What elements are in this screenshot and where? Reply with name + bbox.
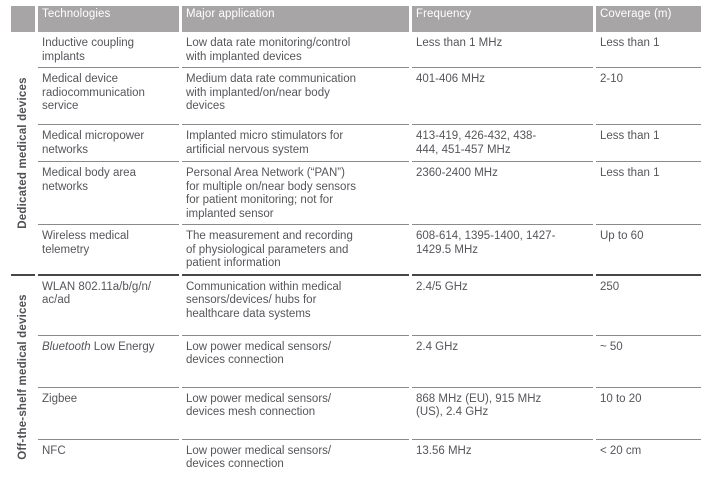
row-zigbee: Zigbee Low power medical sensors/ device… bbox=[11, 388, 701, 440]
tech-cell: Inductive coupling implants bbox=[38, 32, 179, 68]
tech-name: Low Energy bbox=[90, 340, 155, 353]
coverage-cell: Up to 60 bbox=[596, 225, 701, 276]
application-cell: Implanted micro stimulators for artifici… bbox=[182, 125, 409, 162]
frequency-cell: 413-419, 426-432, 438- 444, 451-457 MHz bbox=[412, 125, 593, 162]
tech-cell: Medical body area networks bbox=[38, 162, 179, 225]
frequency-cell: Less than 1 MHz bbox=[412, 32, 593, 68]
vertical-label-off-the-shelf: Off-the-shelf medical devices bbox=[17, 294, 29, 460]
column-header-coverage: Coverage (m) bbox=[596, 6, 701, 32]
tech-cell: WLAN 802.11a/b/g/n/ ac/ad bbox=[38, 276, 179, 336]
application-cell: The measurement and recording of physiol… bbox=[182, 225, 409, 276]
coverage-cell: Less than 1 bbox=[596, 162, 701, 225]
section-label-off-the-shelf: Off-the-shelf medical devices bbox=[11, 276, 35, 478]
row-wlan: Off-the-shelf medical devices WLAN 802.1… bbox=[11, 276, 701, 460]
tech-cell: Medical device radiocommunication servic… bbox=[38, 68, 179, 125]
column-header-frequency: Frequency bbox=[412, 6, 593, 32]
row-medical-body-area-networks: Medical body area networks Personal Area… bbox=[11, 162, 701, 225]
row-medical-device-radiocommunication: Medical device radiocommunication servic… bbox=[11, 68, 701, 125]
technologies-table: Technologies Major application Frequency… bbox=[8, 6, 704, 478]
application-cell: Low power medical sensors/ devices mesh … bbox=[182, 388, 409, 440]
tech-name-italic: Bluetooth bbox=[42, 340, 91, 353]
row-wireless-medical-telemetry: Wireless medical telemetry The measureme… bbox=[11, 225, 701, 276]
frequency-cell: 868 MHz (EU), 915 MHz (US), 2.4 GHz bbox=[412, 388, 593, 440]
coverage-cell: 10 to 20 bbox=[596, 388, 701, 440]
application-cell: Communication within medical sensors/dev… bbox=[182, 276, 409, 336]
column-header-major-application: Major application bbox=[182, 6, 409, 32]
frequency-cell: 2.4/5 GHz bbox=[412, 276, 593, 336]
frequency-cell: 13.56 MHz bbox=[412, 440, 593, 478]
application-cell: Medium data rate communication with impl… bbox=[182, 68, 409, 125]
row-bluetooth-low-energy: Bluetooth Low Energy Low power medical s… bbox=[11, 336, 701, 388]
tech-cell: Wireless medical telemetry bbox=[38, 225, 179, 276]
coverage-cell: < 20 cm bbox=[596, 440, 701, 478]
frequency-cell: 2360-2400 MHz bbox=[412, 162, 593, 225]
application-cell: Personal Area Network (“PAN”) for multip… bbox=[182, 162, 409, 225]
frequency-cell: 608-614, 1395-1400, 1427- 1429.5 MHz bbox=[412, 225, 593, 276]
tech-cell: Zigbee bbox=[38, 388, 179, 440]
tech-cell: Bluetooth Low Energy bbox=[38, 336, 179, 388]
application-cell: Low power medical sensors/ devices conne… bbox=[182, 440, 409, 478]
frequency-cell: 2.4 GHz bbox=[412, 336, 593, 388]
coverage-cell: ~ 50 bbox=[596, 336, 701, 388]
vertical-label-dedicated: Dedicated medical devices bbox=[17, 77, 29, 229]
coverage-cell: Less than 1 bbox=[596, 125, 701, 162]
application-cell: Low data rate monitoring/control with im… bbox=[182, 32, 409, 68]
row-inductive-coupling-implants: Dedicated medical devices Inductive coup… bbox=[11, 32, 701, 276]
tech-cell: Medical micropower networks bbox=[38, 125, 179, 162]
coverage-cell: 2-10 bbox=[596, 68, 701, 125]
frequency-cell: 401-406 MHz bbox=[412, 68, 593, 125]
section-label-column-header bbox=[11, 6, 35, 32]
header-row: Technologies Major application Frequency… bbox=[11, 6, 701, 32]
row-nfc: NFC Low power medical sensors/ devices c… bbox=[11, 440, 701, 478]
section-label-dedicated: Dedicated medical devices bbox=[11, 32, 35, 276]
row-medical-micropower-networks: Medical micropower networks Implanted mi… bbox=[11, 125, 701, 162]
column-header-technologies: Technologies bbox=[38, 6, 179, 32]
coverage-cell: 250 bbox=[596, 276, 701, 336]
tech-cell: NFC bbox=[38, 440, 179, 478]
application-cell: Low power medical sensors/ devices conne… bbox=[182, 336, 409, 388]
coverage-cell: Less than 1 bbox=[596, 32, 701, 68]
